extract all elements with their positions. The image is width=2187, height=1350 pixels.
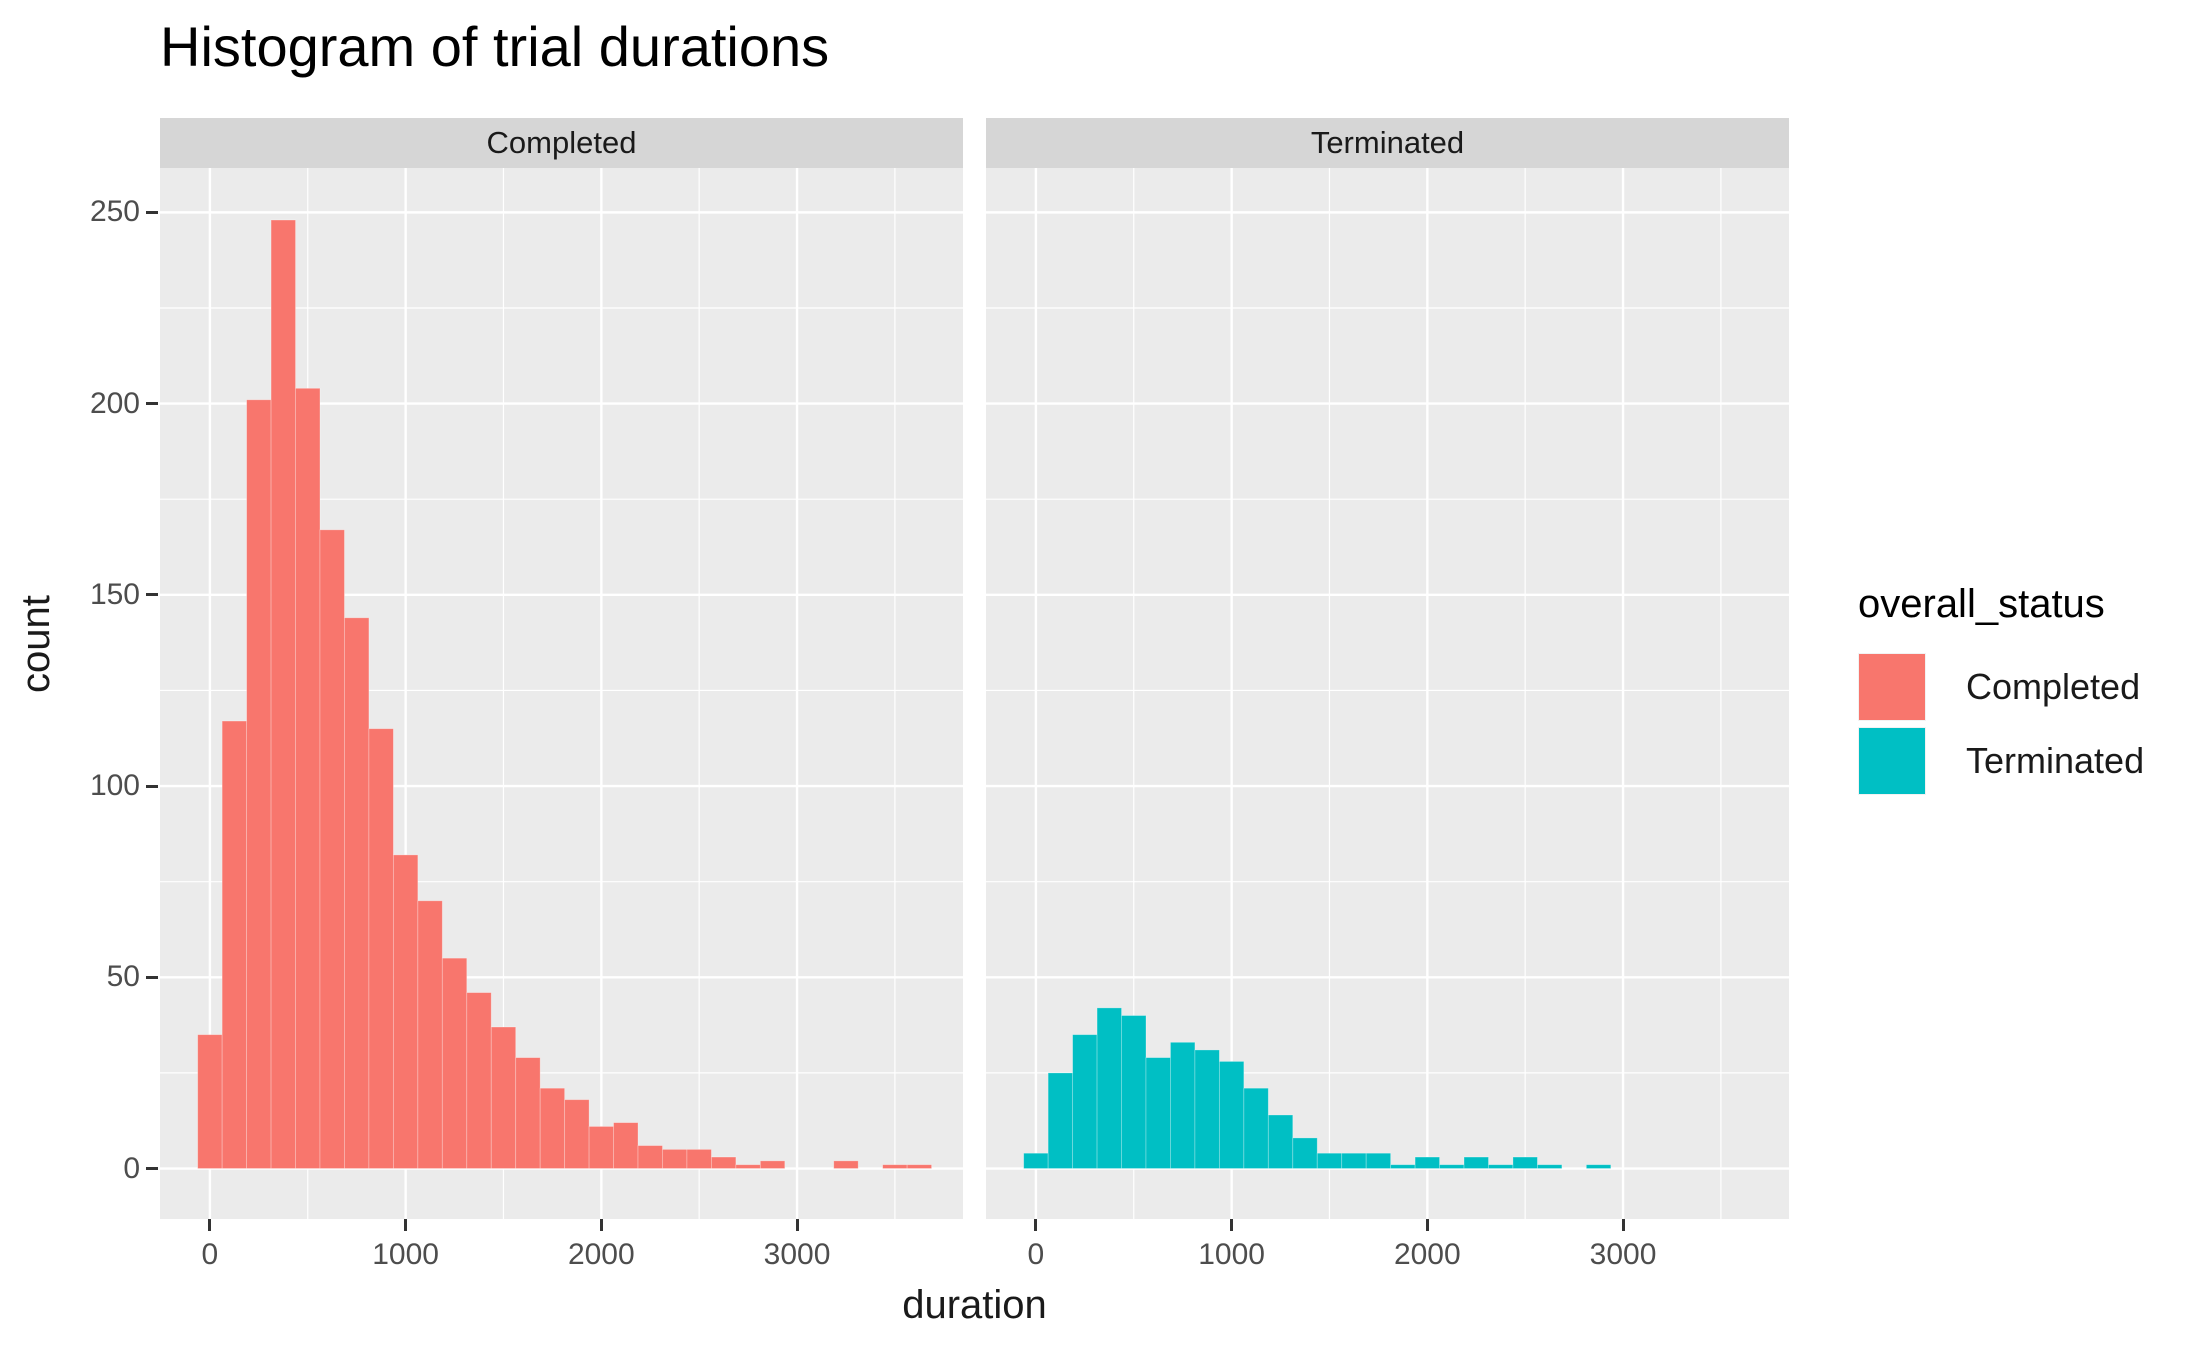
histogram-bar bbox=[1121, 1015, 1147, 1169]
histogram-bar bbox=[833, 1160, 859, 1169]
histogram-bar bbox=[1047, 1072, 1074, 1169]
y-tick-label: 100 bbox=[89, 769, 140, 803]
x-tick-label: 1000 bbox=[1198, 1238, 1265, 1271]
x-tick-mark bbox=[1230, 1219, 1234, 1231]
histogram-bar bbox=[515, 1057, 541, 1169]
y-tick-mark bbox=[146, 402, 158, 406]
page-title: Histogram of trial durations bbox=[160, 15, 830, 78]
histogram-bar bbox=[662, 1148, 688, 1169]
histogram-bar bbox=[221, 720, 248, 1169]
legend-title: overall_status bbox=[1858, 582, 2105, 626]
y-tick-label: 150 bbox=[89, 577, 140, 611]
histogram-bar bbox=[1585, 1164, 1612, 1169]
histogram-bar bbox=[1341, 1152, 1367, 1169]
histogram-bar bbox=[1218, 1061, 1245, 1169]
histogram-bar bbox=[1170, 1041, 1196, 1169]
histogram-bar bbox=[564, 1099, 590, 1169]
legend-label-completed: Completed bbox=[1966, 666, 2141, 707]
facet-strip-terminated: Terminated bbox=[986, 118, 1789, 168]
facet-strip-completed: Completed bbox=[160, 118, 963, 168]
histogram-bar bbox=[906, 1164, 932, 1169]
histogram-bar bbox=[1145, 1057, 1171, 1169]
histogram-bar bbox=[1316, 1152, 1343, 1169]
legend: overall_status Completed Terminated bbox=[1858, 582, 2144, 801]
histogram-bar bbox=[1463, 1156, 1489, 1169]
histogram-bar bbox=[466, 992, 492, 1169]
legend-swatch-completed-icon bbox=[1858, 653, 1926, 721]
x-tick-label: 2000 bbox=[1393, 1238, 1461, 1271]
x-tick-mark bbox=[1034, 1219, 1038, 1231]
x-tick-mark bbox=[599, 1219, 603, 1231]
y-tick-mark bbox=[146, 593, 158, 597]
y-tick-mark bbox=[146, 784, 158, 788]
x-tick-label: 3000 bbox=[763, 1238, 831, 1271]
histogram-bar bbox=[392, 854, 419, 1169]
histogram-bar bbox=[344, 617, 370, 1169]
legend-item-terminated: Terminated bbox=[1858, 727, 2144, 795]
histogram-bar bbox=[637, 1145, 663, 1169]
histogram-bar bbox=[882, 1164, 908, 1169]
y-tick-mark bbox=[146, 975, 158, 979]
histogram-bar bbox=[759, 1160, 786, 1169]
histogram-bar bbox=[441, 957, 468, 1169]
x-tick-label: 0 bbox=[201, 1238, 219, 1271]
y-tick-mark bbox=[146, 1167, 158, 1170]
histogram-bar bbox=[270, 219, 296, 1169]
x-tick-mark bbox=[404, 1219, 408, 1231]
y-tick-label: 50 bbox=[106, 960, 140, 994]
legend-label-terminated: Terminated bbox=[1966, 740, 2145, 781]
histogram-bar bbox=[417, 900, 443, 1169]
histogram-bar bbox=[1512, 1156, 1538, 1169]
histogram-bar bbox=[197, 1034, 223, 1169]
x-tick-mark bbox=[795, 1219, 799, 1231]
legend-swatch-terminated-icon bbox=[1858, 727, 1926, 795]
facet-strip-terminated-label: Terminated bbox=[1310, 125, 1465, 160]
legend-item-completed: Completed bbox=[1858, 653, 2144, 721]
x-tick-mark bbox=[208, 1219, 212, 1231]
y-tick-mark bbox=[146, 210, 158, 214]
x-tick-label: 0 bbox=[1027, 1238, 1045, 1271]
histogram-bar bbox=[368, 728, 394, 1169]
histogram-bar bbox=[295, 387, 321, 1169]
histogram-bar bbox=[539, 1087, 566, 1169]
histogram-bar bbox=[1414, 1156, 1440, 1169]
histogram-canvas-terminated bbox=[986, 168, 1789, 1219]
histogram-bar bbox=[490, 1026, 517, 1169]
y-tick-label: 250 bbox=[89, 195, 140, 229]
histogram-bar bbox=[686, 1148, 712, 1169]
y-tick-label: 200 bbox=[89, 386, 140, 420]
histogram-bar bbox=[613, 1122, 639, 1169]
histogram-bar bbox=[1439, 1164, 1465, 1169]
histogram-bar bbox=[1096, 1007, 1122, 1169]
histogram-bar bbox=[1072, 1034, 1098, 1169]
histogram-bar bbox=[246, 399, 272, 1169]
histogram-bar bbox=[1267, 1114, 1294, 1169]
histogram-bar bbox=[1390, 1164, 1416, 1169]
histogram-bar bbox=[1243, 1087, 1269, 1169]
histogram-bar bbox=[1488, 1164, 1514, 1169]
histogram-canvas-completed bbox=[160, 168, 963, 1219]
x-tick-mark bbox=[1621, 1219, 1625, 1231]
histogram-bar bbox=[1023, 1152, 1049, 1169]
histogram-bar bbox=[1292, 1137, 1318, 1169]
x-tick-label: 3000 bbox=[1589, 1238, 1657, 1271]
x-tick-mark bbox=[1425, 1219, 1429, 1231]
x-axis-title: duration bbox=[902, 1283, 1047, 1327]
histogram-bar bbox=[1365, 1152, 1392, 1169]
x-tick-label: 2000 bbox=[567, 1238, 635, 1271]
histogram-bar bbox=[735, 1164, 761, 1169]
panel-terminated bbox=[986, 168, 1789, 1219]
histogram-bar bbox=[319, 529, 345, 1169]
x-tick-label: 1000 bbox=[372, 1238, 439, 1271]
histogram-bar bbox=[588, 1126, 614, 1169]
facet-strip-completed-label: Completed bbox=[486, 125, 637, 160]
histogram-bar bbox=[711, 1156, 737, 1169]
y-tick-label: 0 bbox=[123, 1151, 140, 1185]
histogram-bar bbox=[1537, 1164, 1563, 1169]
histogram-bar bbox=[1194, 1049, 1220, 1169]
panel-completed bbox=[160, 168, 963, 1219]
